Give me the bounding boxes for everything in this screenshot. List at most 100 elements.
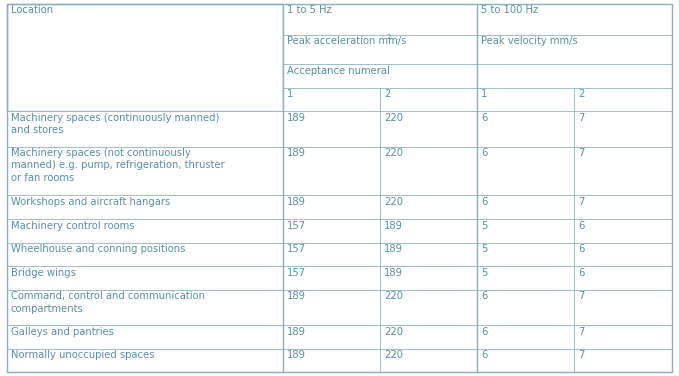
Bar <box>574 266 672 290</box>
Text: 220: 220 <box>384 148 403 158</box>
Bar <box>283 266 380 290</box>
Bar <box>477 219 574 243</box>
Bar <box>574 196 672 219</box>
Bar <box>574 349 672 372</box>
Bar <box>7 243 283 266</box>
Bar <box>477 290 574 325</box>
Text: 6: 6 <box>481 350 488 360</box>
Bar <box>477 111 574 147</box>
Text: 189: 189 <box>287 148 306 158</box>
Bar <box>574 147 672 196</box>
Bar <box>7 147 283 196</box>
Bar <box>283 147 380 196</box>
Text: 6: 6 <box>481 327 488 337</box>
Bar <box>477 88 574 111</box>
Text: 189: 189 <box>287 197 306 207</box>
Text: Wheelhouse and conning positions: Wheelhouse and conning positions <box>11 244 185 254</box>
Text: 7: 7 <box>579 350 585 360</box>
Bar <box>477 243 574 266</box>
Bar <box>477 196 574 219</box>
Text: 157: 157 <box>287 244 306 254</box>
Bar <box>477 147 574 196</box>
Bar <box>380 325 477 349</box>
Bar <box>380 196 477 219</box>
Bar <box>477 4 672 35</box>
Text: 6: 6 <box>481 291 488 301</box>
Text: 189: 189 <box>287 350 306 360</box>
Text: 5: 5 <box>481 268 488 278</box>
Bar <box>7 111 283 147</box>
Text: 2: 2 <box>386 34 391 40</box>
Text: Normally unoccupied spaces: Normally unoccupied spaces <box>11 350 154 360</box>
Text: 189: 189 <box>384 221 403 230</box>
Text: Machinery control rooms: Machinery control rooms <box>11 221 134 230</box>
Text: Location: Location <box>11 5 53 15</box>
Bar <box>283 35 477 64</box>
Text: 7: 7 <box>579 148 585 158</box>
Text: 5: 5 <box>481 221 488 230</box>
Text: 189: 189 <box>287 113 306 123</box>
Text: 7: 7 <box>579 291 585 301</box>
Bar <box>380 147 477 196</box>
Text: Acceptance numeral: Acceptance numeral <box>287 65 390 76</box>
Text: 189: 189 <box>384 268 403 278</box>
Bar <box>7 349 283 372</box>
Text: 2: 2 <box>384 89 390 99</box>
Bar <box>574 219 672 243</box>
Bar <box>283 4 477 35</box>
Text: 189: 189 <box>287 291 306 301</box>
Bar <box>7 219 283 243</box>
Text: 2: 2 <box>579 89 585 99</box>
Bar <box>477 35 672 64</box>
Text: 6: 6 <box>579 268 585 278</box>
Text: Machinery spaces (not continuously
manned) e.g. pump, refrigeration, thruster
or: Machinery spaces (not continuously manne… <box>11 148 225 183</box>
Bar <box>380 349 477 372</box>
Bar <box>283 290 380 325</box>
Bar <box>574 325 672 349</box>
Bar <box>283 111 380 147</box>
Bar <box>7 196 283 219</box>
Bar <box>380 266 477 290</box>
Text: 220: 220 <box>384 327 403 337</box>
Text: 5 to 100 Hz: 5 to 100 Hz <box>481 5 538 15</box>
Text: 1: 1 <box>287 89 293 99</box>
Text: Machinery spaces (continuously manned)
and stores: Machinery spaces (continuously manned) a… <box>11 113 219 135</box>
Bar <box>7 266 283 290</box>
Text: Command, control and communication
compartments: Command, control and communication compa… <box>11 291 205 314</box>
Text: 7: 7 <box>579 327 585 337</box>
Text: 7: 7 <box>579 113 585 123</box>
Text: 189: 189 <box>287 327 306 337</box>
Text: Peak velocity mm/s: Peak velocity mm/s <box>481 36 578 46</box>
Text: 7: 7 <box>579 197 585 207</box>
Bar <box>380 88 477 111</box>
Bar <box>477 349 574 372</box>
Text: 6: 6 <box>579 221 585 230</box>
Bar <box>380 219 477 243</box>
Text: Workshops and aircraft hangars: Workshops and aircraft hangars <box>11 197 170 207</box>
Bar <box>7 4 283 111</box>
Text: 189: 189 <box>384 244 403 254</box>
Text: 1 to 5 Hz: 1 to 5 Hz <box>287 5 331 15</box>
Bar <box>574 243 672 266</box>
Text: 157: 157 <box>287 221 306 230</box>
Text: 157: 157 <box>287 268 306 278</box>
Text: 220: 220 <box>384 350 403 360</box>
Text: 1: 1 <box>481 89 488 99</box>
Bar <box>380 243 477 266</box>
Text: 6: 6 <box>481 197 488 207</box>
Bar <box>283 349 380 372</box>
Text: Galleys and pantries: Galleys and pantries <box>11 327 114 337</box>
Text: 6: 6 <box>481 148 488 158</box>
Bar <box>380 290 477 325</box>
Bar <box>7 325 283 349</box>
Bar <box>574 111 672 147</box>
Text: 220: 220 <box>384 291 403 301</box>
Bar <box>283 64 672 88</box>
Bar <box>283 325 380 349</box>
Text: 5: 5 <box>481 244 488 254</box>
Bar <box>283 243 380 266</box>
Bar <box>574 88 672 111</box>
Bar <box>477 325 574 349</box>
Bar <box>7 290 283 325</box>
Bar <box>574 290 672 325</box>
